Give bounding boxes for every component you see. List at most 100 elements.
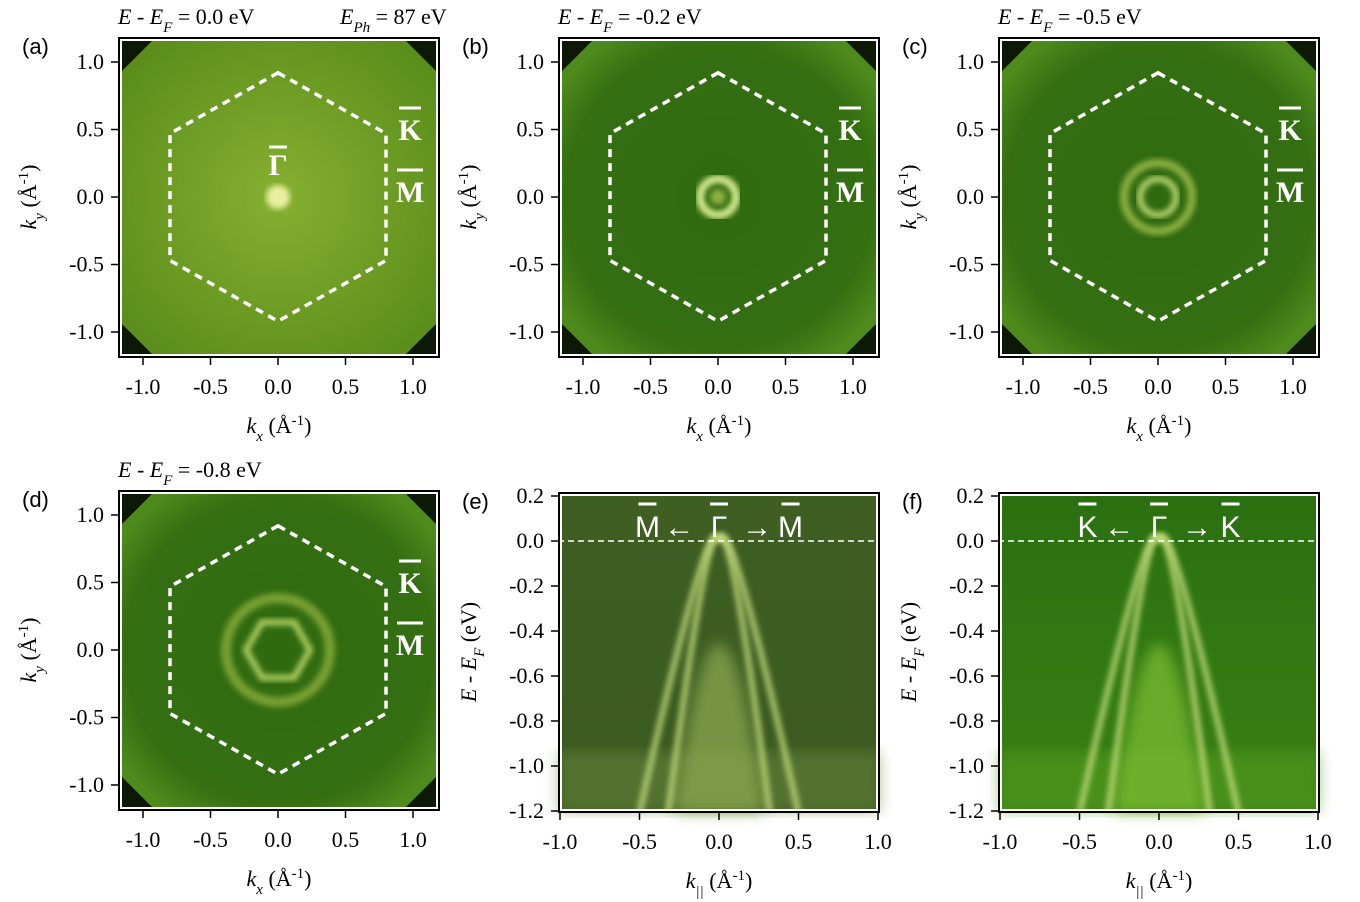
x-tick-label: 1.0 [399,374,427,399]
x-axis-label-part: -1 [292,413,305,429]
x-tick-label: 0.5 [332,374,360,399]
y-axis-label-part: ) [456,165,481,172]
x-tick-label: -0.5 [1062,829,1097,854]
y-tick-label: 0.0 [77,637,105,662]
y-axis-label-part: -1 [896,172,912,185]
y-tick-label: 0.2 [517,483,545,508]
y-axis-label: E - EF (eV) [896,602,928,703]
image [998,37,1320,358]
y-axis-label-part: (Å [896,184,921,213]
x-tick-label: 0.5 [785,829,813,854]
y-tick-label: -0.4 [509,618,544,643]
y-axis-label-part: y [912,213,928,222]
x-axis-label-part: ) [304,413,311,438]
y-tick-label: 0.0 [77,184,105,209]
y-tick-label: 0.5 [517,117,545,142]
x-tick-label: -0.5 [193,374,228,399]
y-tick-label: 0.0 [517,184,545,209]
y-tick-label: 0.5 [957,117,985,142]
feature [266,185,290,209]
panel-label: (e) [462,489,489,514]
panel-title: E - EF = -0.8 eV [117,457,262,489]
x-tick-label: 0.5 [1225,829,1253,854]
y-tick-label: -0.5 [69,705,104,730]
x-tick-label: 1.0 [839,374,867,399]
y-tick-label: 0.0 [957,184,985,209]
y-tick-label: -0.8 [509,708,544,733]
y-axis-label-part: (eV) [896,602,921,648]
y-tick-label: -0.5 [69,252,104,277]
y-tick-label: -1.0 [509,753,544,778]
panel-title-part: = -0.2 eV [612,4,701,29]
panel-label: (f) [902,489,923,514]
y-axis-label-part: -1 [456,172,472,185]
y-tick-label: 0.5 [77,117,105,142]
y-tick-label: -0.2 [949,573,984,598]
y-tick-label: 0.0 [957,528,985,553]
point-label: Γ [268,149,287,182]
x-tick-label: 0.0 [264,827,292,852]
point-label: M [396,176,424,209]
photon-energy-part: E [339,4,354,29]
panel-label: (d) [22,487,49,512]
y-tick-label: 0.5 [77,570,105,595]
y-axis-label: E - EF (eV) [456,602,488,703]
y-axis-label-part: ) [16,618,41,625]
panel-title-part: E - E [117,457,164,482]
y-axis-label: ky (Å-1) [16,618,48,683]
panel-title: E - EF = 0.0 eV [117,4,255,36]
panel-title: E - EF = -0.5 eV [997,4,1142,36]
x-tick-label: -1.0 [126,827,161,852]
x-tick-label: 1.0 [399,827,427,852]
x-tick-label: -0.5 [633,374,668,399]
x-axis-label-part: -1 [1172,413,1185,429]
y-axis-label-part: E - E [456,656,481,703]
x-tick-label: -0.5 [622,829,657,854]
annotation: ← [1104,511,1134,544]
x-axis-label-part: (Å [703,413,732,438]
y-axis-label: ky (Å-1) [456,165,488,230]
x-axis-label-part: (Å [1143,413,1172,438]
panel-label: (b) [462,34,489,59]
y-tick-label: -1.0 [949,753,984,778]
y-tick-label: 0.2 [957,483,985,508]
x-axis-label: k|| (Å-1) [686,868,753,900]
y-tick-label: -0.2 [509,573,544,598]
point-label: K [398,114,422,147]
annotation: M [635,511,660,544]
panel-title-part: = -0.5 eV [1052,4,1141,29]
x-tick-label: 0.5 [772,374,800,399]
point-label: M [1276,176,1304,209]
y-tick-label: -0.6 [949,663,984,688]
x-tick-label: 1.0 [864,829,892,854]
point-label: M [396,629,424,662]
x-axis-label-part: || [1135,884,1143,900]
x-axis-label-part: (Å [263,866,292,891]
x-tick-label: 0.5 [332,827,360,852]
y-axis-label-part: E - E [896,656,921,703]
y-tick-label: 0.0 [517,528,545,553]
x-tick-label: -1.0 [983,829,1018,854]
y-tick-label: 1.0 [77,49,105,74]
x-tick-label: 0.0 [705,829,733,854]
x-tick-label: -1.0 [126,374,161,399]
y-tick-label: -0.8 [949,708,984,733]
x-tick-label: -1.0 [1006,374,1041,399]
point-label: M [836,176,864,209]
y-tick-label: -0.6 [509,663,544,688]
intensity [118,490,440,811]
x-axis-label-part: ) [1184,413,1191,438]
y-tick-label: -0.5 [949,252,984,277]
y-axis-label-part: (Å [16,184,41,213]
x-tick-label: 1.0 [1304,829,1332,854]
x-tick-label: -0.5 [1073,374,1108,399]
y-axis-label-part: ) [16,165,41,172]
annotation: K [1077,511,1097,544]
x-axis-label-part: -1 [732,413,745,429]
y-tick-label: 1.0 [517,49,545,74]
x-tick-label: -1.0 [543,829,578,854]
image [118,490,440,811]
x-tick-label: -0.5 [193,827,228,852]
x-tick-label: 0.0 [704,374,732,399]
y-axis-label-part: (Å [16,637,41,666]
